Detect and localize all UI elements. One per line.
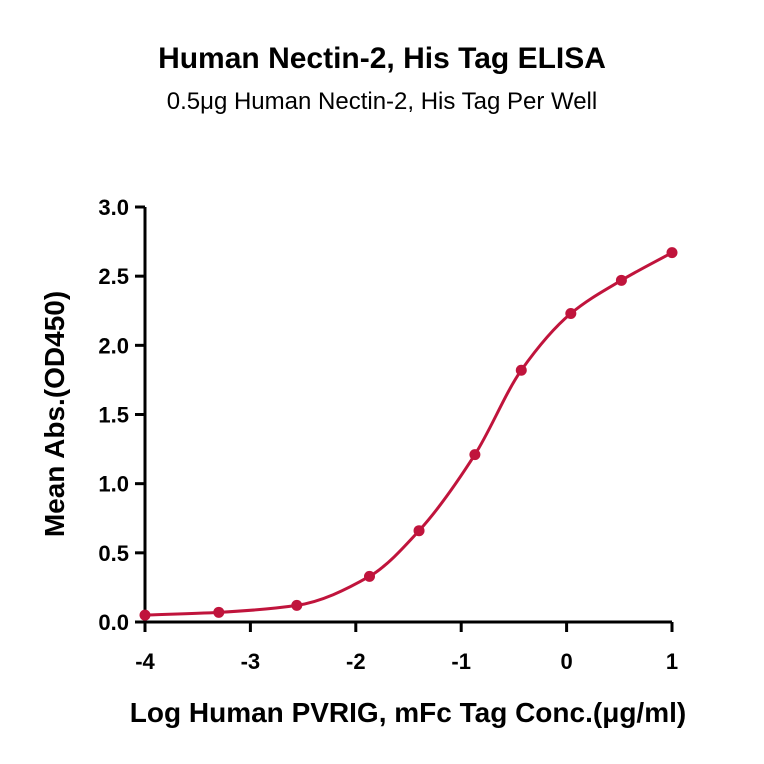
x-tick-label: 0 [560, 649, 572, 674]
y-axis-title: Mean Abs.(OD450) [39, 291, 70, 537]
y-tick-label: 0.0 [98, 610, 129, 635]
x-tick-label: 1 [666, 649, 678, 674]
data-point [213, 606, 225, 618]
y-tick-label: 3.0 [98, 195, 129, 220]
x-tick-label: -1 [451, 649, 471, 674]
x-axis-title: Log Human PVRIG, mFc Tag Conc.(μg/ml) [130, 697, 686, 728]
x-tick-label: -3 [241, 649, 261, 674]
tick-labels: 0.0 0.5 1.0 1.5 2.0 2.5 3.0 -4 -3 -2 -1 0 1 [98, 195, 678, 674]
data-point [615, 274, 627, 286]
data-points [139, 247, 678, 621]
axes [143, 207, 672, 624]
y-tick-label: 1.5 [98, 403, 129, 428]
chart-subtitle: 0.5μg Human Nectin-2, His Tag Per Well [166, 88, 598, 115]
x-tick-label: -4 [135, 649, 155, 674]
y-tick-label: 1.0 [98, 472, 129, 497]
y-tick-label: 2.5 [98, 264, 129, 289]
y-tick-label: 2.0 [98, 333, 129, 358]
data-point [565, 308, 577, 320]
fit-curve [144, 251, 673, 617]
data-point [364, 570, 376, 582]
chart-title: Human Nectin-2, His Tag ELISA [158, 42, 606, 75]
y-tick-label: 0.5 [98, 541, 129, 566]
data-point [291, 599, 303, 611]
ticks [135, 205, 674, 632]
data-point [469, 449, 481, 461]
data-point [666, 247, 678, 259]
data-point [515, 364, 527, 376]
x-tick-label: -2 [346, 649, 366, 674]
data-point [139, 609, 151, 621]
data-point [413, 525, 425, 537]
